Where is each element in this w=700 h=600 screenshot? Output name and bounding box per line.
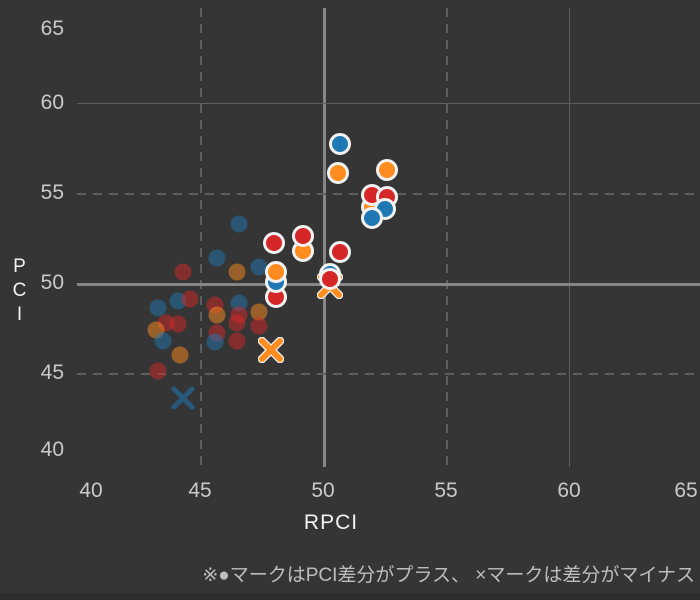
- window-bottom-edge: [0, 593, 700, 600]
- data-point[interactable]: [206, 333, 224, 351]
- data-point[interactable]: [292, 225, 315, 248]
- gridline-y-50: [77, 283, 700, 286]
- data-point[interactable]: [208, 306, 226, 324]
- x-tick-label-65: 65: [674, 479, 698, 502]
- data-point[interactable]: [329, 241, 352, 264]
- data-point[interactable]: [170, 385, 196, 411]
- y-tick-label-40: 40: [40, 438, 64, 461]
- y-tick-label-50: 50: [40, 271, 64, 294]
- data-point[interactable]: [174, 263, 192, 281]
- data-point[interactable]: [250, 317, 268, 335]
- data-point[interactable]: [171, 346, 189, 364]
- chart-footnote: ※●マークはPCI差分がプラス、 ×マークは差分がマイナス: [202, 565, 695, 586]
- gridline-x-45: [200, 8, 202, 467]
- data-point[interactable]: [329, 133, 352, 156]
- data-point[interactable]: [319, 268, 342, 291]
- data-point[interactable]: [228, 263, 246, 281]
- gridline-x-50: [323, 8, 326, 467]
- data-point[interactable]: [375, 158, 398, 181]
- gridline-y-45: [77, 373, 700, 375]
- y-tick-label-55: 55: [40, 181, 64, 204]
- data-point[interactable]: [230, 215, 248, 233]
- x-tick-label-60: 60: [557, 479, 581, 502]
- data-point[interactable]: [250, 303, 268, 321]
- data-point[interactable]: [149, 299, 167, 317]
- x-tick-label-55: 55: [434, 479, 458, 502]
- y-tick-label-60: 60: [40, 91, 64, 114]
- y-tick-label-65: 65: [40, 17, 64, 40]
- data-point[interactable]: [361, 207, 384, 230]
- gridline-x-60: [569, 8, 570, 467]
- data-point[interactable]: [149, 362, 167, 380]
- data-point[interactable]: [262, 232, 285, 255]
- x-tick-label-45: 45: [188, 479, 212, 502]
- data-point[interactable]: [228, 314, 246, 332]
- data-point[interactable]: [228, 332, 246, 350]
- data-point[interactable]: [326, 162, 349, 185]
- x-tick-label-40: 40: [79, 479, 103, 502]
- data-point[interactable]: [265, 261, 288, 284]
- x-tick-label-50: 50: [311, 479, 335, 502]
- data-point[interactable]: [154, 332, 172, 350]
- data-point[interactable]: [258, 336, 285, 363]
- data-point[interactable]: [169, 315, 187, 333]
- plot-area[interactable]: 40 45 50 55 60 65 40 45 50 55 60 65 PCI RPCI: [0, 0, 700, 540]
- data-point[interactable]: [250, 258, 268, 276]
- gridline-y-60: [77, 103, 700, 104]
- y-tick-label-45: 45: [40, 361, 64, 384]
- data-point[interactable]: [181, 290, 199, 308]
- gridline-x-55: [446, 8, 448, 467]
- x-axis-title: RPCI: [303, 511, 359, 534]
- y-axis-title: PCI: [9, 256, 30, 328]
- data-point[interactable]: [208, 249, 226, 267]
